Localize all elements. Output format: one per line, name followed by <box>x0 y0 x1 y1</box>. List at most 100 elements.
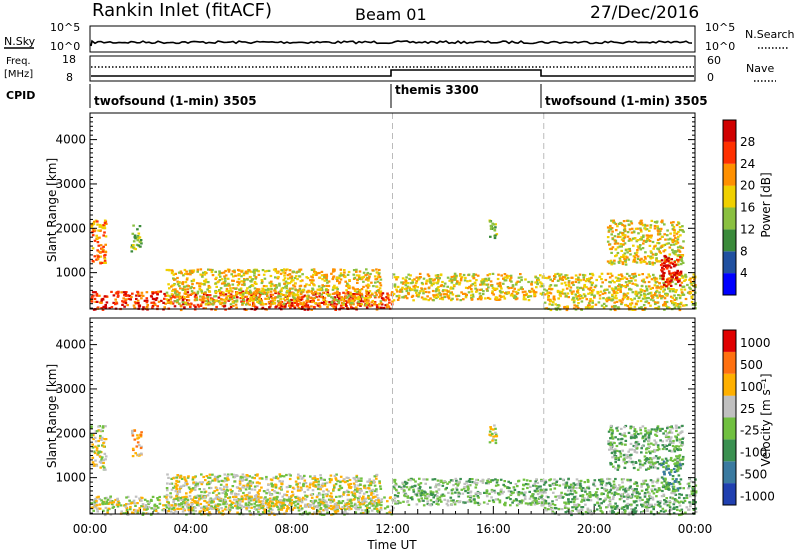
vel-data-cell <box>363 511 367 514</box>
vel-data-cell <box>106 511 109 514</box>
power-data-cell <box>608 298 611 301</box>
power-data-cell <box>672 252 676 255</box>
power-data-cell <box>689 277 692 280</box>
vel-data-cell <box>350 491 354 494</box>
power-data-cell <box>103 257 107 260</box>
vel-data-cell <box>340 507 343 510</box>
power-data-cell <box>358 270 362 273</box>
power-data-cell <box>645 234 649 237</box>
vel-data-cell <box>375 488 378 491</box>
power-data-cell <box>589 281 593 284</box>
power-data-cell <box>486 289 489 292</box>
power-data-cell <box>201 296 204 299</box>
vel-data-cell <box>272 476 276 479</box>
power-data-cell <box>468 279 472 282</box>
power-data-cell <box>548 303 551 306</box>
power-data-cell <box>375 304 379 307</box>
power-data-cell <box>367 277 371 280</box>
power-data-cell <box>450 281 454 284</box>
vel-data-cell <box>312 477 315 480</box>
vel-data-cell <box>144 506 148 509</box>
vel-data-cell <box>397 492 400 495</box>
power-data-cell <box>365 290 369 293</box>
power-data-cell <box>648 239 652 243</box>
power-data-cell <box>663 288 666 291</box>
power-data-cell <box>379 292 382 295</box>
power-data-cell <box>645 228 649 231</box>
power-data-cell <box>285 287 288 290</box>
power-data-cell <box>320 270 324 273</box>
power-data-cell <box>182 285 186 288</box>
power-data-cell <box>171 289 174 293</box>
vel-data-cell <box>460 488 464 491</box>
vel-data-cell <box>94 445 97 448</box>
vel-data-cell <box>288 477 292 481</box>
power-data-cell <box>655 277 659 280</box>
power-data-cell <box>620 245 623 248</box>
vel-data-cell <box>328 495 332 498</box>
vel-data-cell <box>237 504 241 507</box>
power-data-cell <box>670 277 674 281</box>
vel-data-cell <box>250 503 253 506</box>
power-data-cell <box>133 306 136 309</box>
vel-data-cell <box>274 476 278 480</box>
power-data-cell <box>590 291 594 294</box>
nave-tick-bottom: 0 <box>707 71 714 84</box>
power-data-cell <box>355 274 359 277</box>
power-data-cell <box>196 292 199 295</box>
power-data-cell <box>256 300 259 303</box>
vel-data-cell <box>255 504 259 507</box>
power-data-cell <box>674 253 677 256</box>
vel-data-cell <box>289 507 293 510</box>
power-data-cell <box>319 288 322 291</box>
power-data-cell <box>242 298 245 301</box>
vel-data-cell <box>102 459 106 462</box>
power-data-cell <box>522 294 526 297</box>
vel-data-cell <box>232 495 235 498</box>
vel-data-cell <box>299 504 302 507</box>
power-data-cell <box>498 289 502 293</box>
power-data-cell <box>318 271 321 275</box>
power-data-cell <box>103 227 107 230</box>
power-data-cell <box>282 271 285 274</box>
power-data-cell <box>305 305 308 308</box>
vel-data-cell <box>299 475 302 478</box>
vel-data-cell <box>392 507 395 510</box>
vel-data-cell <box>290 502 294 505</box>
power-data-cell <box>156 293 159 296</box>
power-data-cell <box>364 274 367 277</box>
power-data-cell <box>369 272 372 276</box>
power-data-cell <box>273 299 277 302</box>
power-data-cell <box>189 305 192 308</box>
vel-data-cell <box>198 481 202 484</box>
power-data-cell <box>621 277 624 280</box>
power-data-cell <box>356 297 360 300</box>
power-data-cell <box>245 299 249 302</box>
power-data-cell <box>189 287 192 290</box>
vel-data-cell <box>194 496 198 499</box>
power-data-cell <box>204 303 208 306</box>
power-data-cell <box>99 229 102 232</box>
power-data-cell <box>557 297 560 300</box>
vel-data-cell <box>126 495 130 498</box>
power-data-cell <box>211 268 214 272</box>
power-data-cell <box>328 301 331 304</box>
power-data-cell <box>507 292 510 295</box>
power-data-cell <box>298 275 301 278</box>
vel-data-cell <box>200 506 203 509</box>
power-data-cell <box>676 303 680 306</box>
vel-data-cell <box>501 492 504 495</box>
power-data-cell <box>292 295 295 298</box>
power-data-cell <box>624 304 627 307</box>
power-data-cell <box>674 242 678 245</box>
power-data-cell <box>680 291 684 294</box>
vel-data-cell <box>245 507 248 510</box>
power-data-cell <box>404 295 408 298</box>
power-data-cell <box>248 303 251 306</box>
vel-data-cell <box>261 506 265 509</box>
power-data-cell <box>693 278 696 281</box>
power-data-cell <box>346 283 350 287</box>
power-data-cell <box>193 304 196 307</box>
vel-data-cell <box>489 480 492 483</box>
power-data-cell <box>385 296 388 299</box>
